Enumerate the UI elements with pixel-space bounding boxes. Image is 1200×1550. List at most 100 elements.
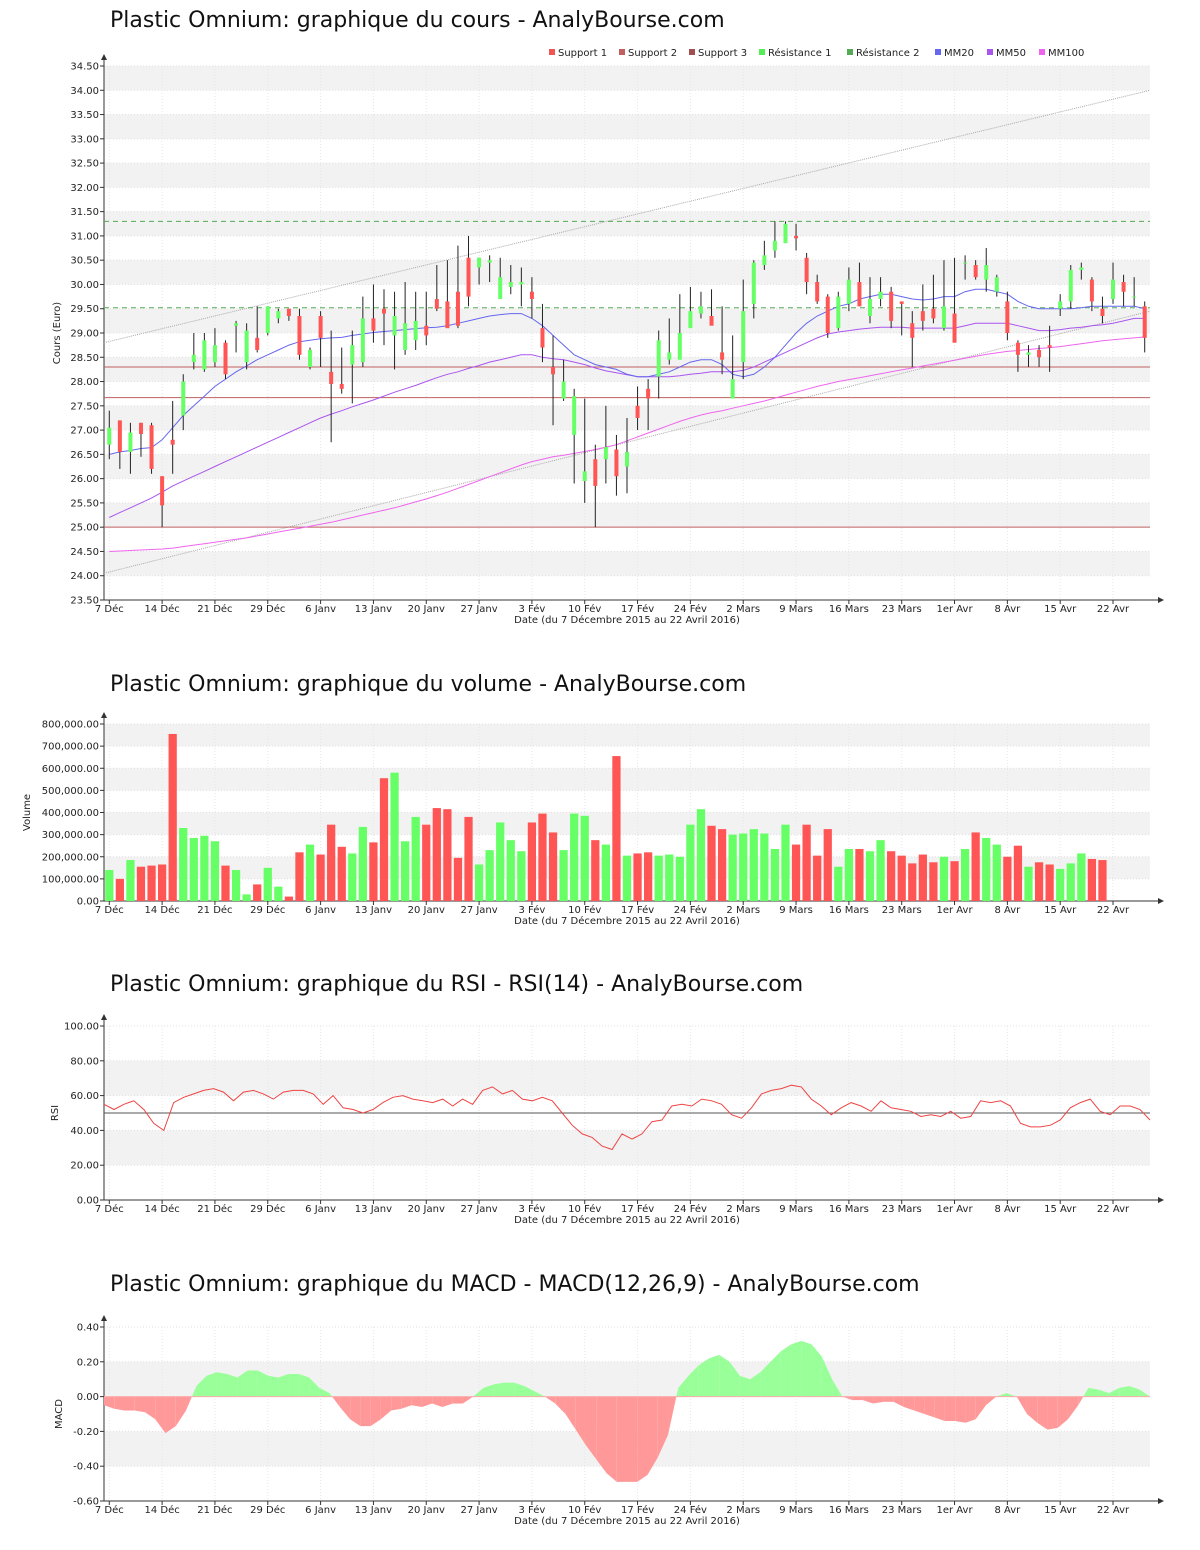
x-tick-label: 20 Janv bbox=[408, 604, 445, 615]
macd-area-positive bbox=[698, 1358, 710, 1397]
candle-body bbox=[1058, 301, 1063, 309]
y-tick-label: 29.50 bbox=[70, 304, 99, 315]
candle-body bbox=[1068, 269, 1073, 302]
legend-swatch bbox=[759, 49, 765, 55]
candle-body bbox=[709, 316, 714, 326]
grid-band bbox=[104, 1060, 1150, 1096]
macd-area-positive bbox=[760, 1361, 771, 1397]
x-tick-label: 24 Fév bbox=[674, 1203, 707, 1215]
x-tick-label: 3 Fév bbox=[518, 603, 545, 615]
volume-bar bbox=[168, 733, 177, 901]
macd-area-negative bbox=[575, 1396, 586, 1446]
candle-body bbox=[1100, 308, 1105, 317]
candle-body bbox=[191, 354, 196, 363]
macd-area-negative bbox=[370, 1396, 381, 1427]
macd-area-negative bbox=[411, 1396, 422, 1408]
macd-area-positive bbox=[750, 1372, 761, 1397]
x-tick-label: 13 Janv bbox=[355, 604, 392, 615]
macd-area-negative bbox=[955, 1396, 966, 1423]
volume-bar bbox=[411, 816, 420, 901]
candle-body bbox=[508, 282, 513, 287]
x-tick-label: 29 Déc bbox=[250, 1203, 285, 1215]
legend-swatch bbox=[987, 49, 993, 55]
candle-body bbox=[1026, 352, 1031, 355]
macd-area-negative bbox=[175, 1396, 187, 1427]
candle-body bbox=[625, 451, 629, 467]
volume-bar bbox=[591, 840, 600, 901]
macd-area-negative bbox=[862, 1396, 874, 1404]
x-axis-title: Date (du 7 Décembre 2015 au 22 Avril 201… bbox=[514, 1515, 740, 1527]
candle-body bbox=[772, 240, 777, 251]
x-axis-title: Date (du 7 Décembre 2015 au 22 Avril 201… bbox=[514, 915, 740, 927]
candle-body bbox=[276, 311, 281, 319]
volume-bar bbox=[327, 824, 336, 901]
macd-area-positive bbox=[1098, 1389, 1109, 1397]
macd-area-positive bbox=[1088, 1387, 1099, 1397]
candle-body bbox=[434, 299, 439, 309]
volume-bar bbox=[1066, 863, 1075, 901]
candle-body bbox=[1089, 279, 1094, 302]
volume-bar bbox=[813, 855, 822, 901]
volume-bar bbox=[654, 855, 663, 901]
volume-bar bbox=[686, 824, 695, 901]
y-tick-label: 32.00 bbox=[70, 183, 99, 194]
macd-area-negative bbox=[555, 1396, 566, 1414]
macd-panel: Plastic Omnium: graphique du MACD - MACD… bbox=[0, 1240, 1200, 1550]
volume-bar bbox=[432, 808, 441, 901]
macd-area-positive bbox=[247, 1370, 258, 1397]
x-tick-label: 3 Fév bbox=[518, 1504, 545, 1516]
y-axis-title: Volume bbox=[22, 794, 33, 831]
x-tick-label: 20 Janv bbox=[408, 1505, 445, 1516]
legend-swatch bbox=[935, 49, 941, 55]
y-tick-label: 31.50 bbox=[70, 207, 99, 218]
x-tick-label: 27 Janv bbox=[460, 1505, 497, 1516]
x-tick-label: 7 Déc bbox=[95, 603, 124, 615]
volume-bar bbox=[189, 837, 198, 901]
macd-area-positive bbox=[1108, 1387, 1120, 1397]
macd-area-negative bbox=[616, 1396, 627, 1482]
x-tick-label: 22 Avr bbox=[1097, 1204, 1130, 1215]
macd-area-positive bbox=[676, 1387, 679, 1397]
macd-area-negative bbox=[565, 1396, 576, 1430]
volume-bar bbox=[728, 834, 737, 901]
candle-body bbox=[656, 340, 661, 377]
x-tick-label: 21 Déc bbox=[197, 603, 232, 615]
volume-bar bbox=[982, 837, 991, 901]
volume-bar bbox=[960, 849, 970, 901]
candle-body bbox=[297, 316, 302, 355]
y-tick-label: 28.50 bbox=[70, 353, 99, 364]
macd-area-negative bbox=[1026, 1396, 1038, 1423]
y-axis-arrow bbox=[101, 1014, 107, 1020]
candle-body bbox=[244, 330, 249, 363]
volume-bar bbox=[834, 866, 843, 901]
x-tick-label: 15 Avr bbox=[1044, 905, 1077, 916]
macd-area-negative bbox=[914, 1396, 925, 1414]
volume-bar bbox=[284, 896, 294, 901]
volume-bar bbox=[157, 864, 167, 901]
y-tick-label: 600,000.00 bbox=[42, 764, 99, 775]
candle-body bbox=[1111, 279, 1116, 300]
y-tick-label: 27.00 bbox=[70, 426, 99, 437]
y-tick-label: 0.00 bbox=[77, 1196, 99, 1207]
y-tick-label: 800,000.00 bbox=[42, 720, 99, 731]
macd-area-positive bbox=[493, 1382, 504, 1397]
macd-chart-title: Plastic Omnium: graphique du MACD - MACD… bbox=[110, 1272, 920, 1297]
macd-area-negative bbox=[883, 1396, 894, 1402]
candle-body bbox=[160, 476, 165, 506]
trend-channel-lower bbox=[103, 310, 1151, 574]
candle-body bbox=[635, 405, 640, 418]
candle-body bbox=[751, 262, 756, 304]
candle-body bbox=[350, 345, 355, 365]
y-tick-label: 200,000.00 bbox=[42, 852, 99, 863]
candle-body bbox=[371, 318, 376, 331]
volume-bar bbox=[844, 849, 853, 901]
candle-body bbox=[603, 447, 608, 460]
macd-area-negative bbox=[657, 1396, 669, 1458]
volume-bar bbox=[739, 833, 748, 901]
macd-area-positive bbox=[1006, 1393, 1017, 1397]
macd-area-positive bbox=[329, 1393, 333, 1397]
macd-area-positive bbox=[483, 1384, 494, 1397]
x-axis-title: Date (du 7 Décembre 2015 au 22 Avril 201… bbox=[514, 614, 740, 626]
x-tick-label: 9 Mars bbox=[779, 905, 813, 916]
volume-bar bbox=[717, 829, 727, 901]
